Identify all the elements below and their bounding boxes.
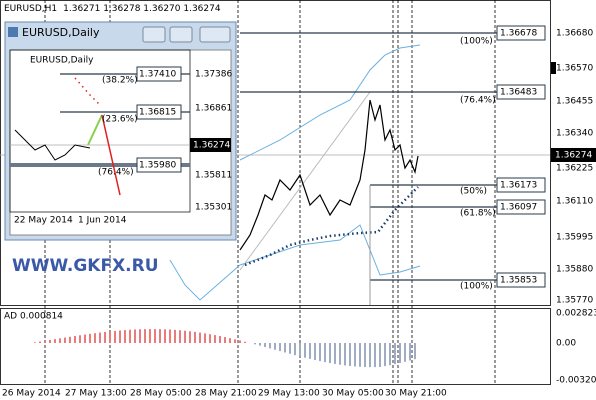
current-price-box bbox=[551, 148, 596, 162]
watermark: WWW.GKFX.RU bbox=[12, 256, 159, 276]
fib-price-box bbox=[496, 199, 546, 215]
fib-price-box bbox=[496, 177, 546, 193]
price-tick-label: 1.35770 bbox=[556, 296, 593, 306]
parabolic-sar bbox=[244, 186, 419, 267]
fib-percent: (76.4%) bbox=[460, 96, 496, 106]
inset-chart-label: EURUSD,Daily bbox=[30, 56, 94, 66]
header: EURUSD,H1 1.36271 1.36278 1.36270 1.36274 bbox=[4, 4, 221, 14]
price-tick-label: 1.36570 bbox=[556, 64, 593, 74]
inset-fib-price: 1.35980 bbox=[139, 161, 176, 171]
indicator-tick-label: 0.002823 bbox=[556, 309, 596, 319]
current-price: 1.36274 bbox=[555, 151, 592, 161]
price-tick-label: 1.35995 bbox=[556, 233, 593, 243]
inset-fib-box bbox=[136, 66, 182, 82]
fib-price: 1.36097 bbox=[500, 203, 537, 213]
inset-price-tick: 1.37386 bbox=[195, 70, 232, 80]
close-button[interactable] bbox=[199, 26, 231, 43]
inset-title: EURUSD,Daily bbox=[22, 26, 100, 39]
fib-price: 1.36678 bbox=[500, 29, 537, 39]
frames bbox=[0, 0, 551, 385]
price-tick-label: 1.36455 bbox=[556, 97, 593, 107]
time-tick-label: 29 May 13:00 bbox=[258, 389, 320, 399]
fib-price-box bbox=[496, 25, 546, 41]
fib-price: 1.36483 bbox=[500, 88, 537, 98]
inset-price-tick: 1.35811 bbox=[195, 171, 232, 181]
fib-price: 1.36173 bbox=[500, 181, 537, 191]
price-tick-label: 1.35880 bbox=[556, 265, 593, 275]
inset-date: 1 Jun 2014 bbox=[78, 216, 127, 226]
inset-price-tick: 1.36861 bbox=[195, 104, 232, 114]
price-tick-label: 1.36680 bbox=[556, 29, 593, 39]
maximize-button[interactable] bbox=[169, 26, 193, 43]
price-path bbox=[239, 99, 419, 251]
inset-fib-box bbox=[136, 157, 182, 173]
inset-current-price: 1.36274 bbox=[193, 141, 230, 151]
indicator-tick-label: 0.00 bbox=[556, 339, 576, 349]
fib-percent: (100%) bbox=[460, 37, 493, 47]
bollinger-upper bbox=[239, 44, 421, 161]
indicator-label: AD 0.000814 bbox=[4, 312, 63, 322]
inset-price-tick: 1.35301 bbox=[195, 203, 232, 213]
inset-fib-box bbox=[136, 104, 182, 120]
inset-fib-percent: (76.4%) bbox=[98, 168, 134, 178]
trend-line bbox=[239, 91, 371, 271]
fib-percent: (50%) bbox=[460, 187, 487, 197]
time-tick-label: 27 May 13:00 bbox=[65, 389, 127, 399]
time-tick-label: 26 May 2014 bbox=[2, 389, 61, 399]
price-tick-label: 1.36110 bbox=[556, 197, 593, 207]
inset-fib-price: 1.36815 bbox=[139, 108, 176, 118]
bollinger-lower bbox=[169, 224, 421, 301]
inset-fib-percent: (38.2%) bbox=[102, 76, 138, 86]
inset-fib-percent: (23.6%) bbox=[102, 115, 138, 125]
inset-fib-price: 1.37410 bbox=[139, 70, 176, 80]
minimize-button[interactable] bbox=[142, 26, 166, 43]
time-tick-label: 30 May 21:00 bbox=[385, 389, 447, 399]
price-tick-label: 1.36340 bbox=[556, 129, 593, 139]
indicator-tick-label: -0.003209 bbox=[556, 376, 596, 386]
fib-price-box bbox=[496, 272, 546, 288]
time-tick-label: 28 May 05:00 bbox=[130, 389, 192, 399]
fib-price: 1.35853 bbox=[500, 276, 537, 286]
fib-price-box bbox=[496, 84, 546, 100]
price-marker bbox=[551, 62, 556, 74]
fib-percent: (61.8%) bbox=[460, 209, 496, 219]
time-tick-label: 28 May 21:00 bbox=[195, 389, 257, 399]
price-tick-label: 1.36225 bbox=[556, 164, 593, 174]
inset-date: 22 May 2014 bbox=[14, 216, 73, 226]
time-tick-label: 30 May 05:00 bbox=[322, 389, 384, 399]
fib-percent: (100%) bbox=[460, 282, 493, 292]
